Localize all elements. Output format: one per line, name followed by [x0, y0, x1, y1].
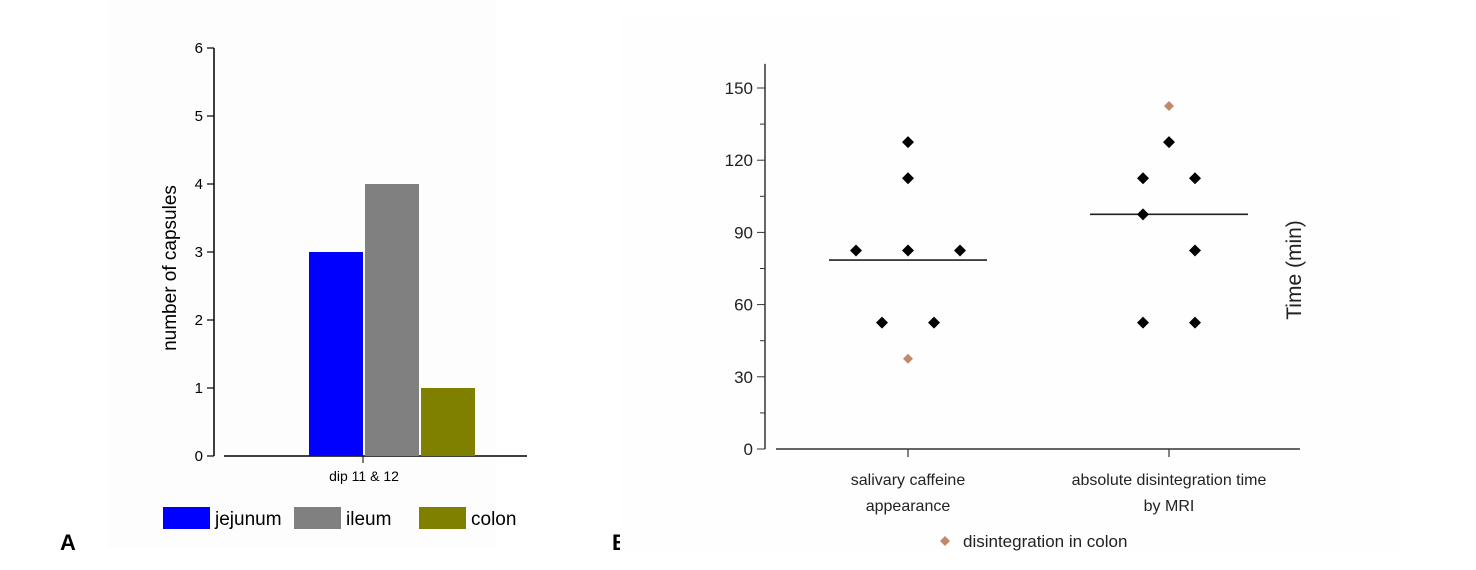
data-point — [1137, 316, 1149, 329]
legend-swatch-colon — [419, 507, 466, 529]
y-tick-label: 120 — [725, 151, 753, 170]
x-tick-label-2-line2: by MRI — [1144, 498, 1195, 515]
data-point-colon — [903, 353, 913, 364]
legend-swatch-ileum — [294, 507, 341, 529]
y-tick-label: 90 — [734, 223, 753, 242]
legend-marker-colon — [940, 536, 950, 546]
x-tick-label-1-line2: appearance — [866, 498, 951, 515]
data-point — [1137, 208, 1149, 221]
bar-colon — [421, 388, 475, 456]
data-point — [1163, 136, 1175, 149]
y-tick-label: 3 — [195, 244, 203, 261]
bar-ileum — [365, 184, 419, 456]
x-tick-label: dip 11 & 12 — [329, 468, 399, 484]
data-point — [850, 244, 862, 257]
data-point — [902, 244, 914, 257]
legend-label: disintegration in colon — [963, 532, 1127, 551]
data-point — [1189, 172, 1201, 185]
x-tick-label-2-line1: absolute disintegration time — [1072, 472, 1267, 489]
y-tick-label: 30 — [734, 368, 753, 387]
data-point — [928, 316, 940, 329]
legend-label-colon: colon — [471, 509, 516, 530]
y-tick-label: 1 — [195, 380, 203, 397]
y-tick-label: 6 — [195, 40, 203, 57]
x-tick-label-1-line1: salivary caffeine — [851, 472, 966, 489]
scatter-chart-b: 0 30 60 90 120 150 Time (min) salivary caffei… — [620, 14, 1400, 551]
y-tick-label: 0 — [744, 440, 753, 459]
y-axis-label: number of capsules — [160, 185, 181, 351]
y-tick-label: 2 — [195, 312, 203, 329]
panel-label-a: A — [60, 530, 76, 555]
data-point — [1137, 172, 1149, 185]
data-point — [954, 244, 966, 257]
bar-chart-a: 0 1 2 3 4 5 6 number of capsules dip 11 & 12 j… — [108, 0, 527, 548]
bar-jejunum — [309, 252, 363, 456]
legend-label-ileum: ileum — [346, 509, 391, 530]
data-point — [1189, 316, 1201, 329]
y-tick-label: 0 — [195, 448, 203, 465]
data-point — [876, 316, 888, 329]
legend-label-jejunum: jejunum — [214, 509, 282, 530]
data-point — [1189, 244, 1201, 257]
y-tick-label: 4 — [195, 176, 203, 193]
data-point — [902, 172, 914, 185]
y-axis-label: Time (min) — [1283, 220, 1306, 320]
y-tick-label: 60 — [734, 296, 753, 315]
legend-swatch-jejunum — [163, 507, 210, 529]
y-tick-label: 150 — [725, 79, 753, 98]
chart-b-background — [620, 14, 1400, 550]
data-point-colon — [1164, 101, 1174, 112]
data-point — [902, 136, 914, 149]
y-tick-label: 5 — [195, 108, 203, 125]
